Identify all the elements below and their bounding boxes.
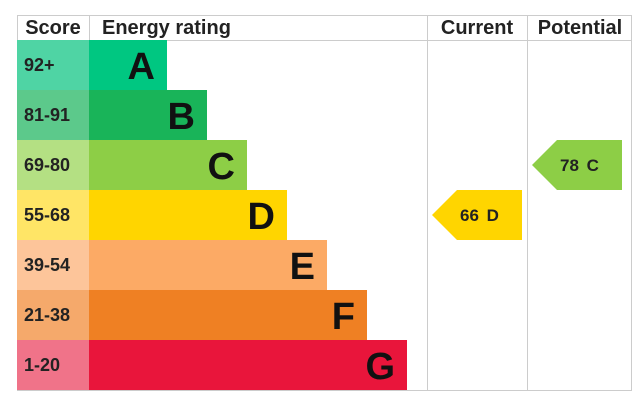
potential-arrow <box>532 140 622 190</box>
score-cell <box>17 240 89 290</box>
rating-bar <box>89 240 327 290</box>
header-potential: Potential <box>538 17 622 39</box>
score-cell <box>17 90 89 140</box>
rating-bar <box>89 140 247 190</box>
potential-label: 78 C <box>560 156 599 175</box>
score-label: 1-20 <box>24 355 60 375</box>
rating-letter: E <box>290 246 315 288</box>
score-label: 39-54 <box>24 255 70 275</box>
rating-letter: D <box>248 196 275 238</box>
rating-letter: C <box>208 146 235 188</box>
current-label: 66 D <box>460 206 499 225</box>
current-arrow <box>432 190 522 240</box>
score-cell <box>17 340 89 390</box>
rating-letter: A <box>128 46 155 88</box>
rating-bar <box>89 190 287 240</box>
rating-letter: F <box>332 296 355 338</box>
rating-bar <box>89 90 207 140</box>
potential-value: 78 <box>560 156 579 175</box>
rating-bar <box>89 340 407 390</box>
score-label: 55-68 <box>24 205 70 225</box>
rating-bar <box>89 290 367 340</box>
score-label: 21-38 <box>24 305 70 325</box>
score-label: 81-91 <box>24 105 70 125</box>
potential-letter: C <box>587 156 599 175</box>
rating-bar <box>89 40 167 90</box>
score-cell <box>17 190 89 240</box>
header-score: Score <box>25 17 81 39</box>
current-letter: D <box>487 206 499 225</box>
score-label: 69-80 <box>24 155 70 175</box>
rating-letter: G <box>365 346 395 388</box>
rating-letter: B <box>168 96 195 138</box>
current-value: 66 <box>460 206 479 225</box>
score-label: 92+ <box>24 55 55 75</box>
header-rating: Energy rating <box>102 17 231 39</box>
score-cell <box>17 290 89 340</box>
score-cell <box>17 40 89 90</box>
score-cell <box>17 140 89 190</box>
header-current: Current <box>441 17 514 39</box>
